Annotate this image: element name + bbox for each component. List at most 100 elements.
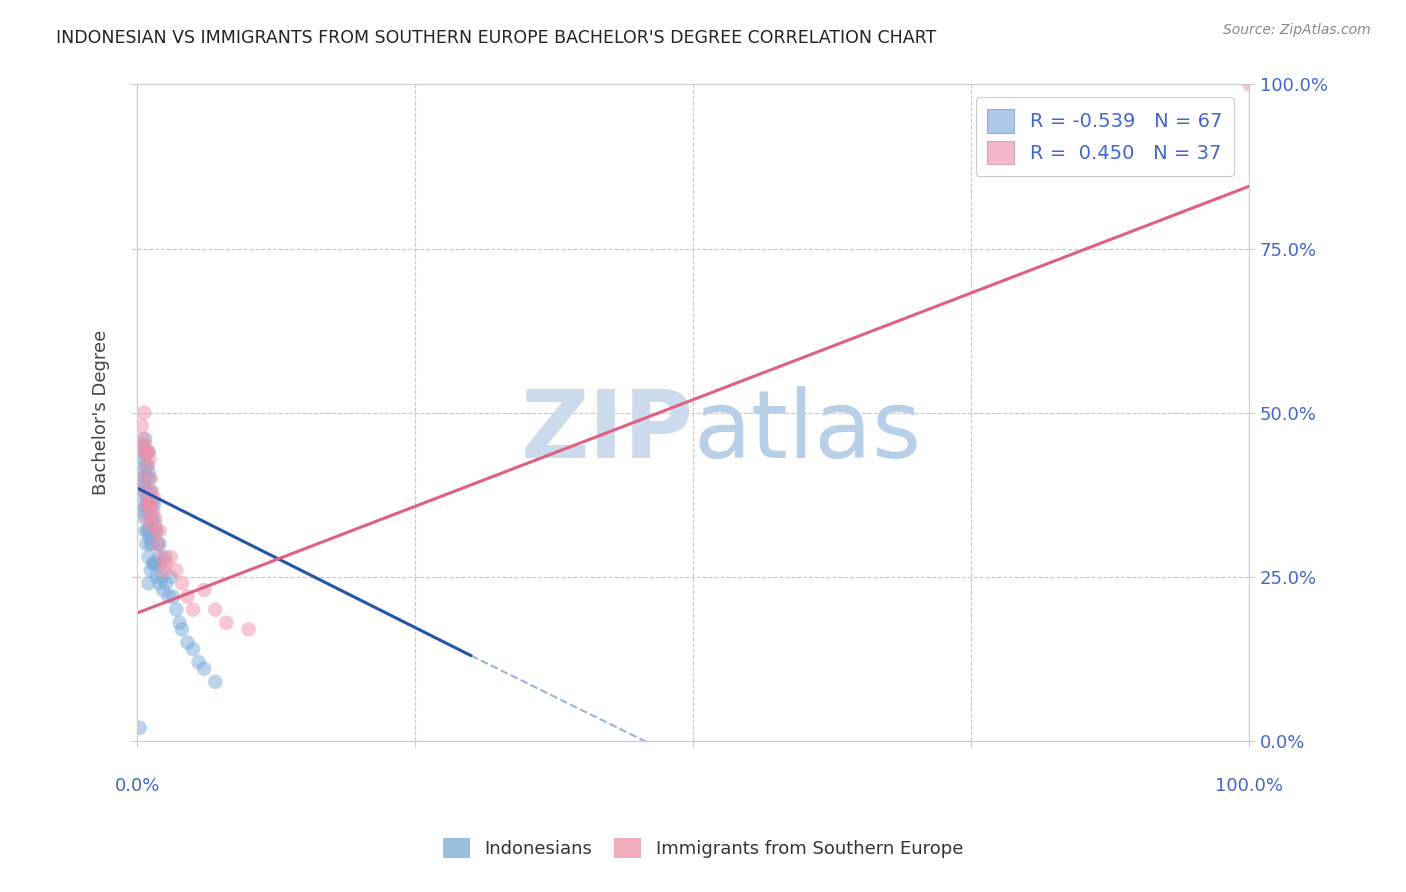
Point bbox=[132, 471, 155, 485]
Legend: R = -0.539   N = 67, R =  0.450   N = 37: R = -0.539 N = 67, R = 0.450 N = 37 bbox=[976, 97, 1234, 176]
Point bbox=[165, 563, 187, 577]
Point bbox=[150, 570, 173, 584]
Point bbox=[148, 550, 170, 565]
Point bbox=[149, 557, 172, 571]
Legend: Indonesians, Immigrants from Southern Europe: Indonesians, Immigrants from Southern Eu… bbox=[434, 829, 972, 867]
Point bbox=[157, 590, 180, 604]
Point bbox=[138, 524, 160, 538]
Point bbox=[155, 557, 177, 571]
Text: 100.0%: 100.0% bbox=[1215, 777, 1284, 795]
Point bbox=[136, 524, 159, 538]
Point bbox=[135, 445, 157, 459]
Point bbox=[136, 458, 159, 473]
Text: Source: ZipAtlas.com: Source: ZipAtlas.com bbox=[1223, 23, 1371, 37]
Point bbox=[138, 451, 160, 466]
Point bbox=[132, 510, 155, 524]
Point bbox=[134, 524, 156, 538]
Point bbox=[146, 537, 169, 551]
Point bbox=[176, 590, 198, 604]
Point bbox=[134, 484, 156, 499]
Point bbox=[132, 406, 155, 420]
Point bbox=[132, 478, 155, 492]
Point bbox=[141, 498, 163, 512]
Point bbox=[138, 445, 160, 459]
Point bbox=[135, 498, 157, 512]
Point bbox=[135, 537, 157, 551]
Point bbox=[132, 451, 155, 466]
Point bbox=[138, 471, 160, 485]
Point bbox=[162, 590, 184, 604]
Point bbox=[238, 623, 260, 637]
Point bbox=[136, 491, 159, 505]
Point bbox=[131, 465, 153, 479]
Point bbox=[150, 550, 173, 565]
Point bbox=[131, 498, 153, 512]
Point bbox=[204, 602, 226, 616]
Point bbox=[132, 445, 155, 459]
Point bbox=[138, 498, 160, 512]
Text: INDONESIAN VS IMMIGRANTS FROM SOUTHERN EUROPE BACHELOR'S DEGREE CORRELATION CHAR: INDONESIAN VS IMMIGRANTS FROM SOUTHERN E… bbox=[56, 29, 936, 47]
Point bbox=[135, 471, 157, 485]
Point bbox=[138, 484, 160, 499]
Point bbox=[159, 550, 181, 565]
Point bbox=[149, 524, 172, 538]
Point bbox=[134, 458, 156, 473]
Point bbox=[155, 576, 177, 591]
Point bbox=[138, 576, 160, 591]
Point bbox=[149, 576, 172, 591]
Point bbox=[138, 465, 160, 479]
Point bbox=[143, 517, 166, 532]
Point bbox=[136, 510, 159, 524]
Point bbox=[139, 537, 162, 551]
Point bbox=[159, 570, 181, 584]
Point bbox=[139, 510, 162, 524]
Point bbox=[193, 582, 215, 597]
Point bbox=[146, 537, 169, 551]
Point bbox=[138, 550, 160, 565]
Point bbox=[142, 504, 165, 518]
Point bbox=[153, 563, 176, 577]
Point bbox=[138, 498, 160, 512]
Point bbox=[181, 642, 204, 657]
Point bbox=[169, 615, 191, 630]
Point bbox=[134, 484, 156, 499]
Point bbox=[139, 484, 162, 499]
Point bbox=[132, 504, 155, 518]
Text: 0.0%: 0.0% bbox=[115, 777, 160, 795]
Point bbox=[155, 550, 177, 565]
Point bbox=[131, 418, 153, 433]
Point bbox=[170, 623, 193, 637]
Point bbox=[145, 570, 167, 584]
Point bbox=[138, 530, 160, 544]
Text: ZIP: ZIP bbox=[520, 386, 693, 478]
Point bbox=[143, 557, 166, 571]
Point bbox=[176, 635, 198, 649]
Point bbox=[143, 524, 166, 538]
Point bbox=[132, 432, 155, 446]
Point bbox=[170, 576, 193, 591]
Point bbox=[135, 498, 157, 512]
Point bbox=[139, 563, 162, 577]
Point bbox=[142, 557, 165, 571]
Point bbox=[143, 498, 166, 512]
Point bbox=[142, 510, 165, 524]
Point bbox=[215, 615, 238, 630]
Point bbox=[132, 438, 155, 452]
Point bbox=[143, 510, 166, 524]
Point bbox=[193, 662, 215, 676]
Point bbox=[165, 602, 187, 616]
Point bbox=[181, 602, 204, 616]
Point bbox=[187, 655, 209, 669]
Point bbox=[143, 557, 166, 571]
Point bbox=[138, 504, 160, 518]
Point bbox=[145, 524, 167, 538]
Point bbox=[129, 471, 152, 485]
Y-axis label: Bachelor's Degree: Bachelor's Degree bbox=[93, 330, 110, 495]
Point bbox=[134, 438, 156, 452]
Point bbox=[143, 491, 166, 505]
Point bbox=[1239, 78, 1261, 92]
Point bbox=[138, 445, 160, 459]
Point bbox=[128, 445, 150, 459]
Point bbox=[152, 582, 174, 597]
Point bbox=[128, 721, 150, 735]
